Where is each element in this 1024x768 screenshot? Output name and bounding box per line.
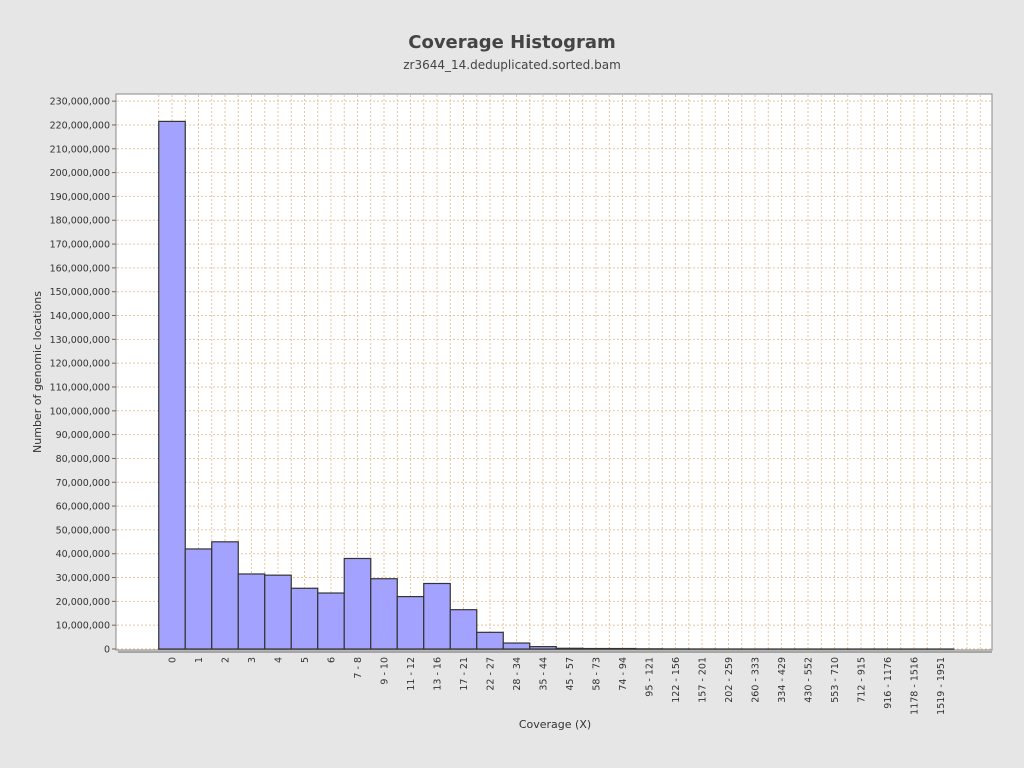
x-tick-label: 58 - 73 [592, 657, 603, 691]
x-tick-label: 95 - 121 [645, 657, 656, 697]
x-tick-label: 28 - 34 [512, 657, 523, 691]
y-tick-label: 0 [104, 645, 110, 656]
x-tick-label: 0 [168, 657, 179, 663]
x-tick-label: 17 - 21 [459, 657, 470, 691]
x-tick-label: 6 [327, 657, 338, 663]
x-tick-label: 22 - 27 [486, 657, 497, 691]
chart-title: Coverage Histogram [408, 32, 615, 53]
x-tick-label: 916 - 1176 [883, 657, 894, 709]
y-tick-label: 130,000,000 [50, 335, 110, 346]
y-tick-label: 60,000,000 [56, 502, 110, 513]
y-tick-label: 190,000,000 [50, 192, 110, 203]
x-tick-label: 430 - 552 [804, 657, 815, 703]
x-tick-label: 35 - 44 [539, 657, 550, 691]
y-tick-label: 30,000,000 [56, 573, 110, 584]
bar [317, 592, 345, 650]
x-tick-label: 11 - 12 [406, 657, 417, 691]
x-tick-label: 1 [194, 657, 205, 663]
x-tick-label: 334 - 429 [777, 657, 788, 703]
x-tick-label: 260 - 333 [751, 657, 762, 703]
x-tick-label: 157 - 201 [698, 657, 709, 703]
y-tick-label: 90,000,000 [56, 430, 110, 441]
y-tick-label: 70,000,000 [56, 478, 110, 489]
x-tick-label: 4 [274, 657, 285, 663]
y-tick-label: 40,000,000 [56, 549, 110, 560]
bar [502, 642, 531, 650]
bar [476, 631, 504, 650]
y-tick-label: 10,000,000 [56, 621, 110, 632]
bar [449, 609, 478, 650]
y-axis-label: Number of genomic locations [31, 291, 44, 453]
x-tick-label: 1519 - 1951 [936, 657, 947, 715]
bar [343, 557, 372, 650]
bar [184, 548, 213, 650]
x-tick-label: 1178 - 1516 [910, 657, 921, 715]
x-tick-label: 5 [300, 657, 311, 663]
x-tick-label: 553 - 710 [830, 657, 841, 703]
bar [529, 646, 557, 650]
y-tick-label: 140,000,000 [50, 311, 110, 322]
y-tick-label: 200,000,000 [50, 168, 110, 179]
y-tick-label: 20,000,000 [56, 597, 110, 608]
y-tick-label: 180,000,000 [50, 216, 110, 227]
y-tick-label: 210,000,000 [50, 144, 110, 155]
x-tick-label: 13 - 16 [433, 657, 444, 691]
bar [555, 647, 584, 650]
bar [290, 587, 319, 650]
bar [423, 582, 451, 650]
y-tick-label: 120,000,000 [50, 359, 110, 370]
y-tick-label: 110,000,000 [50, 382, 110, 393]
chart-subtitle: zr3644_14.deduplicated.sorted.bam [403, 58, 621, 72]
bar [396, 595, 425, 650]
y-tick-label: 170,000,000 [50, 240, 110, 251]
bar [264, 574, 292, 650]
x-tick-label: 7 - 8 [353, 657, 364, 679]
x-axis-label: Coverage (X) [519, 718, 591, 731]
x-tick-label: 202 - 259 [724, 657, 735, 703]
x-tick-label: 45 - 57 [565, 657, 576, 691]
y-tick-label: 220,000,000 [50, 120, 110, 131]
bar [211, 541, 239, 650]
y-tick-label: 50,000,000 [56, 525, 110, 536]
y-tick-label: 230,000,000 [50, 97, 110, 108]
y-tick-label: 100,000,000 [50, 406, 110, 417]
x-tick-label: 9 - 10 [380, 657, 391, 685]
plot-area [115, 93, 993, 651]
x-tick-label: 2 [221, 657, 232, 663]
bar [370, 578, 398, 650]
y-tick-label: 80,000,000 [56, 454, 110, 465]
x-tick-label: 74 - 94 [618, 657, 629, 691]
x-tick-label: 712 - 915 [857, 657, 868, 703]
x-tick-label: 122 - 156 [671, 657, 682, 703]
bar [237, 573, 266, 650]
y-tick-label: 150,000,000 [50, 287, 110, 298]
x-tick-label: 3 [247, 657, 258, 663]
y-tick-label: 160,000,000 [50, 263, 110, 274]
bar [158, 120, 186, 650]
